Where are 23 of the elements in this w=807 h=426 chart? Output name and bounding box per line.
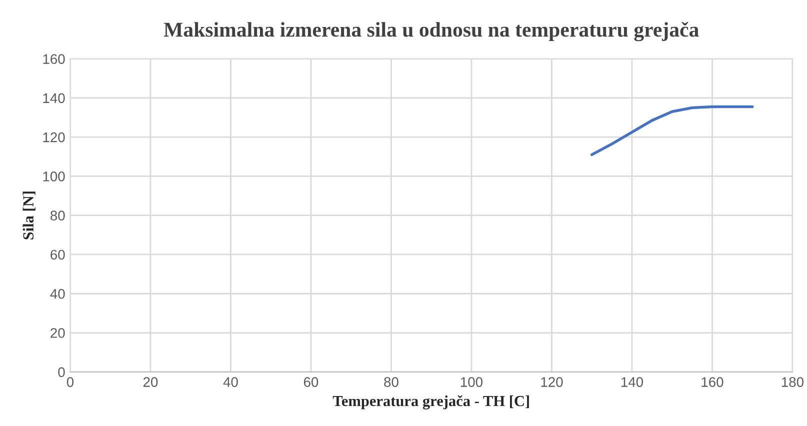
y-tick-label: 20 (50, 328, 65, 338)
x-tick-label: 180 (782, 377, 804, 387)
y-tick-label: 0 (58, 367, 65, 378)
y-tick-label: 140 (43, 93, 65, 104)
y-tick-label: 160 (43, 54, 65, 64)
x-tick-label: 100 (460, 377, 483, 387)
x-tick-label: 160 (702, 377, 724, 387)
y-tick-label: 40 (50, 288, 65, 299)
line-series (590, 105, 754, 156)
y-tick-label: 60 (50, 250, 65, 260)
x-tick-label: 40 (223, 377, 238, 387)
x-tick-label: 80 (384, 377, 398, 387)
x-tick-label: 120 (541, 377, 563, 387)
y-axis-title: Sila [N] (22, 192, 36, 240)
chart-title: Maksimalna izmerena sila u odnosu na temperaturu grejača (164, 22, 699, 42)
x-tick-label: 140 (621, 377, 644, 387)
y-tick-label: 120 (43, 132, 65, 142)
x-tick-label: 60 (304, 377, 318, 387)
x-tick-label: 0 (66, 377, 74, 387)
x-tick-label: 20 (143, 377, 158, 387)
x-axis-title: Temperatura grejača - TH [C] (332, 395, 529, 410)
y-tick-label: 100 (43, 172, 65, 182)
y-tick-label: 80 (50, 210, 65, 221)
